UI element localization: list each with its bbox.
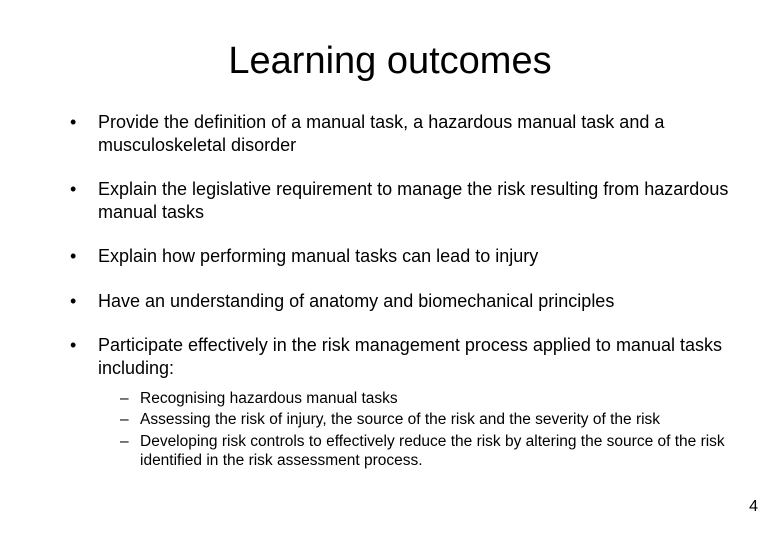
sub-list-item: Developing risk controls to effectively …: [120, 432, 730, 471]
list-item: Explain how performing manual tasks can …: [70, 245, 730, 268]
slide: Learning outcomes Provide the definition…: [0, 0, 780, 540]
list-item: Have an understanding of anatomy and bio…: [70, 290, 730, 313]
list-item-text: Provide the definition of a manual task,…: [98, 112, 664, 155]
sub-item-text: Recognising hazardous manual tasks: [140, 390, 398, 407]
sub-list: Recognising hazardous manual tasks Asses…: [98, 389, 730, 471]
slide-title: Learning outcomes: [50, 40, 730, 83]
list-item-text: Explain how performing manual tasks can …: [98, 246, 538, 266]
sub-item-text: Assessing the risk of injury, the source…: [140, 411, 660, 428]
outcomes-list: Provide the definition of a manual task,…: [50, 111, 730, 471]
page-number: 4: [749, 498, 758, 516]
list-item-text: Explain the legislative requirement to m…: [98, 179, 728, 222]
list-item-text: Have an understanding of anatomy and bio…: [98, 291, 614, 311]
sub-list-item: Recognising hazardous manual tasks: [120, 389, 730, 408]
sub-list-item: Assessing the risk of injury, the source…: [120, 410, 730, 429]
sub-item-text: Developing risk controls to effectively …: [140, 433, 725, 469]
list-item: Provide the definition of a manual task,…: [70, 111, 730, 156]
list-item: Participate effectively in the risk mana…: [70, 334, 730, 471]
list-item-text: Participate effectively in the risk mana…: [98, 335, 722, 378]
list-item: Explain the legislative requirement to m…: [70, 178, 730, 223]
